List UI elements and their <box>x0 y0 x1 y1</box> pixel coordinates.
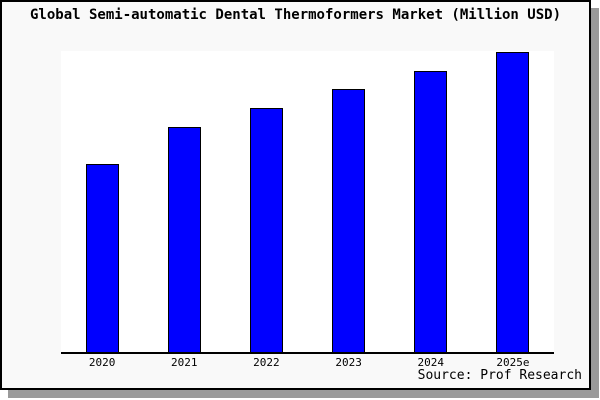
bar-slot-2025e <box>472 51 554 352</box>
bar-slot-2022 <box>225 51 307 352</box>
chart-title: Global Semi-automatic Dental Thermoforme… <box>29 7 561 23</box>
x-tick-label-2023: 2023 <box>335 356 362 369</box>
bar-2020 <box>85 164 119 352</box>
bar-2024 <box>414 71 448 352</box>
bar-2025e <box>496 52 530 352</box>
x-tick-label-2025e: 2025e <box>496 356 530 369</box>
bar-slot-2020 <box>61 51 143 352</box>
bar-slot-2024 <box>390 51 472 352</box>
bar-2023 <box>332 89 366 352</box>
x-axis-labels: 2020 2021 2022 2023 2024 2025e <box>61 356 554 369</box>
x-tick-label-2022: 2022 <box>253 356 280 369</box>
bar-slot-2023 <box>308 51 390 352</box>
bar-2022 <box>249 108 283 352</box>
bar-slot-2021 <box>143 51 225 352</box>
bar-2021 <box>167 127 201 352</box>
x-tick-label-2020: 2020 <box>88 356 116 369</box>
x-tick-label-2024: 2024 <box>417 356 445 369</box>
plot-area <box>61 51 554 354</box>
source-note: Source: Prof Research <box>417 368 582 383</box>
chart-frame: Global Semi-automatic Dental Thermoforme… <box>0 0 591 390</box>
bars-container <box>61 51 554 352</box>
x-tick-label-2021: 2021 <box>171 356 198 369</box>
